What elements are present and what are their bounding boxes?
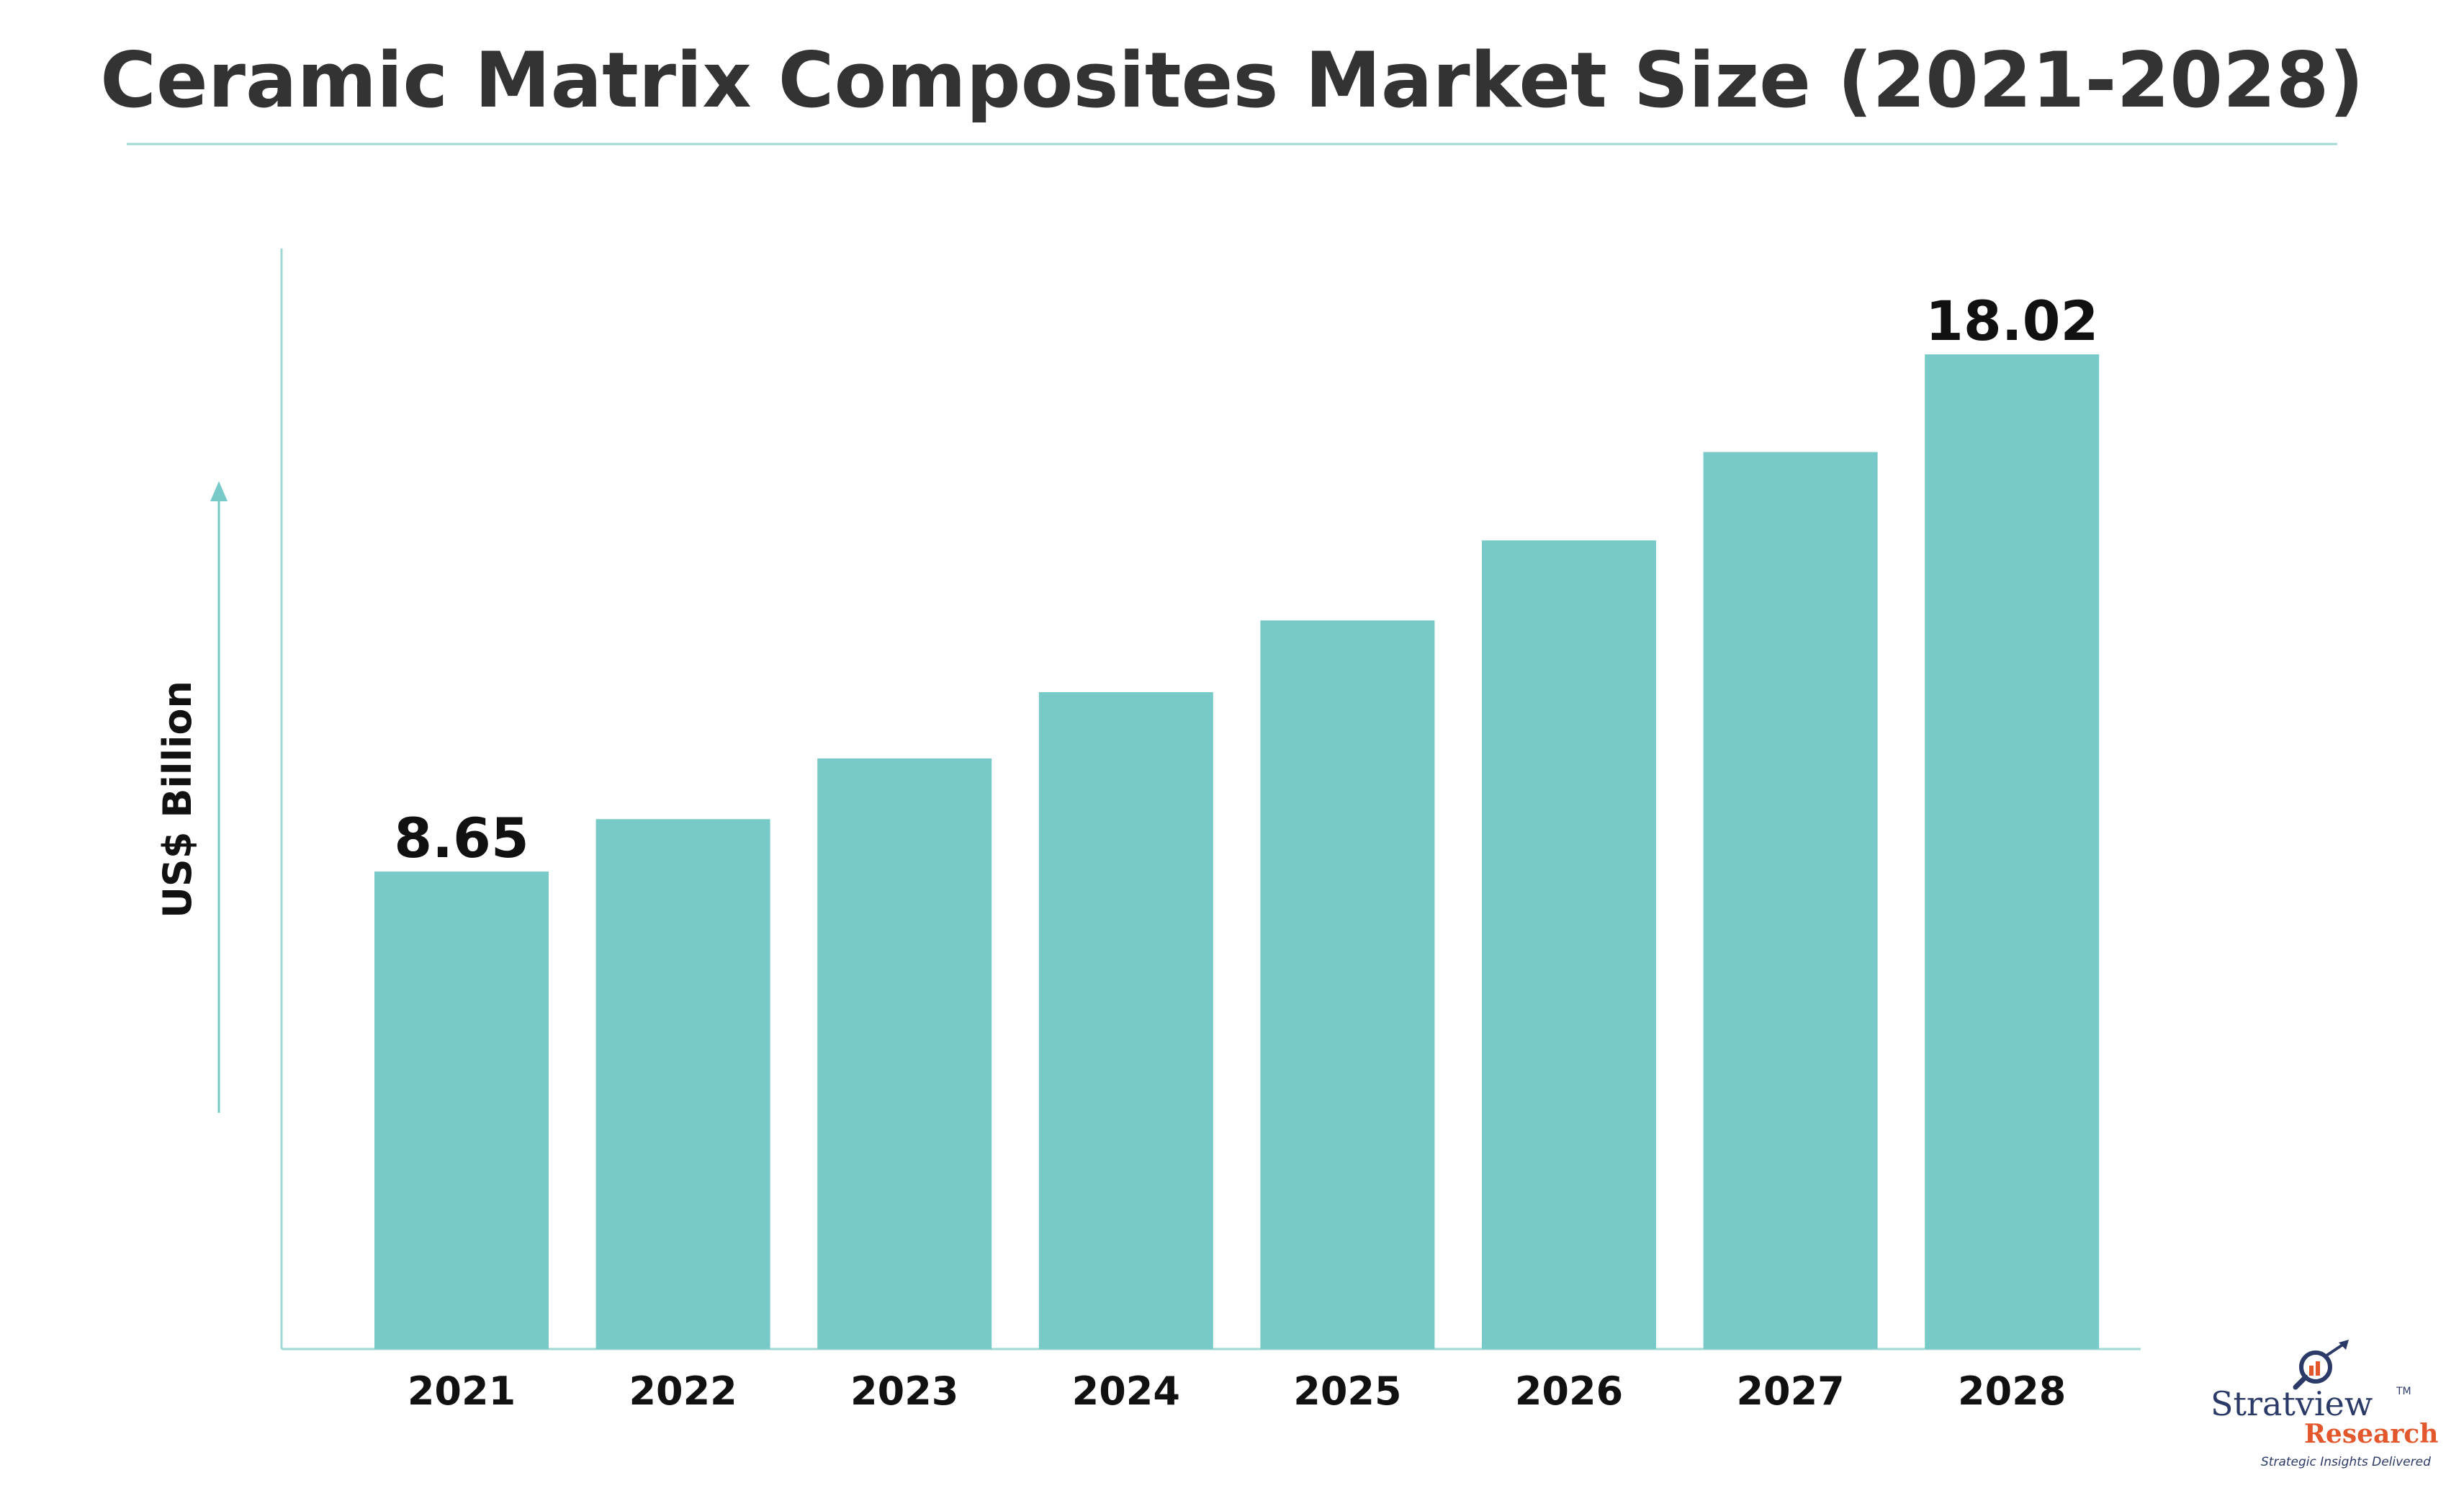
x-tick-label: 2024 [1072, 1368, 1180, 1414]
bar-2022 [595, 819, 770, 1349]
data-label: 18.02 [1925, 289, 2098, 353]
logo-trademark: TM [2396, 1386, 2411, 1397]
bar-2025 [1260, 620, 1435, 1349]
bar-2024 [1038, 692, 1213, 1349]
x-tick-label: 2026 [1515, 1368, 1623, 1414]
data-label: 8.65 [394, 806, 529, 870]
bar-2027 [1703, 452, 1878, 1349]
y-arrow-head [210, 481, 228, 501]
logo-brand-suffix: Research [2304, 1419, 2439, 1449]
y-axis-label: US$ Billion [155, 681, 200, 918]
data-labels: 8.65 18.02 [394, 289, 2098, 870]
x-tick-labels: 2021 2022 2023 2024 2025 2026 2027 2028 [408, 1368, 2066, 1414]
magnifier-chart-icon [2293, 1340, 2349, 1390]
bar-2023 [817, 758, 992, 1349]
stratview-logo: Stratview TM Research Strategic Insights… [2203, 1340, 2448, 1484]
logo-brand-text: Stratview [2211, 1384, 2373, 1423]
x-tick-label: 2028 [1958, 1368, 2066, 1414]
bars-group [374, 354, 2100, 1349]
x-tick-label: 2027 [1736, 1368, 1844, 1414]
x-tick-label: 2021 [408, 1368, 516, 1414]
x-tick-label: 2025 [1293, 1368, 1401, 1414]
chart-title: Ceramic Matrix Composites Market Size (2… [100, 36, 2364, 125]
bar-2021 [374, 872, 549, 1349]
x-tick-label: 2023 [850, 1368, 958, 1414]
x-tick-label: 2022 [629, 1368, 737, 1414]
bar-2026 [1482, 540, 1656, 1349]
logo-tagline: Strategic Insights Delivered [2261, 1455, 2431, 1469]
bar-2028 [1925, 354, 2100, 1349]
